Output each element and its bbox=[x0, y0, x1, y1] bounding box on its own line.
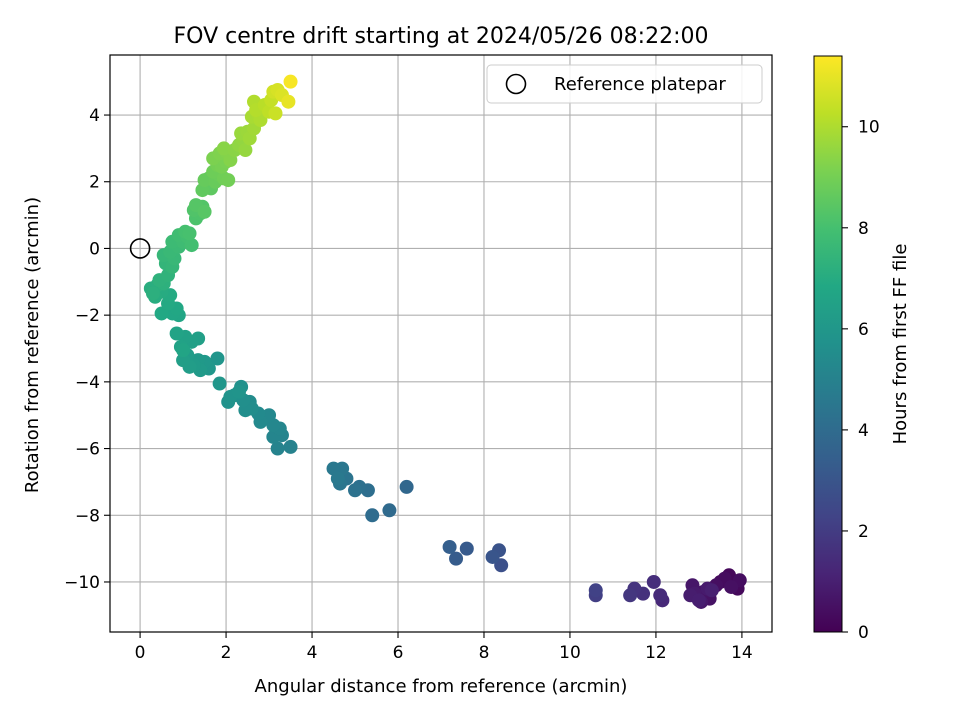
data-point bbox=[184, 238, 199, 253]
grid bbox=[110, 55, 772, 632]
data-point bbox=[588, 583, 603, 598]
data-point bbox=[382, 503, 397, 518]
data-point bbox=[169, 326, 184, 341]
data-point bbox=[182, 226, 197, 241]
data-point bbox=[494, 558, 509, 573]
y-axis-label: Rotation from reference (arcmin) bbox=[22, 197, 43, 493]
data-point bbox=[154, 306, 169, 321]
data-point bbox=[145, 286, 160, 301]
data-point bbox=[283, 439, 298, 454]
y-tick-label: −6 bbox=[75, 440, 100, 460]
y-tick-label: 2 bbox=[89, 173, 100, 193]
reference-platepar-marker bbox=[129, 238, 151, 259]
y-tick-label: 0 bbox=[89, 239, 100, 259]
data-point bbox=[348, 483, 363, 498]
colorbar-tick-label: 8 bbox=[858, 219, 869, 239]
legend: Reference platepar bbox=[486, 64, 763, 104]
colorbar-tick-label: 10 bbox=[858, 118, 880, 138]
x-tick-label: 14 bbox=[731, 643, 753, 663]
x-tick-label: 6 bbox=[393, 643, 404, 663]
x-axis-ticks: 0 2 4 6 8 10 12 14 bbox=[135, 632, 753, 663]
data-point bbox=[330, 471, 345, 486]
data-point bbox=[653, 588, 668, 603]
data-point bbox=[268, 106, 283, 121]
data-point bbox=[281, 94, 296, 109]
chart-title: FOV centre drift starting at 2024/05/26 … bbox=[174, 24, 709, 49]
colorbar: 0 2 4 6 8 10 Hours from first FF file bbox=[813, 55, 911, 643]
data-point bbox=[176, 353, 191, 368]
data-point bbox=[283, 74, 298, 89]
data-point bbox=[231, 384, 246, 399]
x-tick-label: 12 bbox=[645, 643, 667, 663]
data-point bbox=[724, 579, 739, 594]
scatter-points bbox=[143, 74, 747, 609]
legend-marker bbox=[505, 73, 527, 95]
y-tick-label: 4 bbox=[89, 106, 100, 126]
colorbar-tick-label: 0 bbox=[858, 623, 869, 643]
x-axis-label: Angular distance from reference (arcmin) bbox=[255, 676, 628, 697]
x-tick-label: 10 bbox=[559, 643, 581, 663]
data-point bbox=[623, 588, 638, 603]
data-point bbox=[442, 539, 457, 554]
data-point bbox=[238, 143, 253, 158]
y-tick-label: −10 bbox=[64, 573, 100, 593]
y-tick-label: −8 bbox=[75, 506, 100, 526]
colorbar-tick-label: 4 bbox=[858, 421, 869, 441]
data-point bbox=[459, 541, 474, 556]
data-point bbox=[176, 343, 191, 358]
data-point bbox=[197, 173, 212, 188]
colorbar-tick-label: 6 bbox=[858, 320, 869, 340]
data-point bbox=[646, 574, 661, 589]
data-point bbox=[704, 583, 719, 598]
colorbar-label: Hours from first FF file bbox=[890, 244, 911, 445]
data-point bbox=[449, 551, 464, 566]
x-tick-label: 4 bbox=[307, 643, 318, 663]
data-point bbox=[691, 593, 706, 608]
data-point bbox=[212, 376, 227, 391]
x-tick-label: 2 bbox=[221, 643, 232, 663]
colorbar-tick-label: 2 bbox=[858, 522, 869, 542]
data-point bbox=[216, 141, 231, 156]
plot-frame bbox=[109, 54, 773, 633]
data-point bbox=[485, 549, 500, 564]
y-axis-ticks: −10 −8 −6 −4 −2 0 2 4 bbox=[64, 106, 110, 593]
x-tick-label: 0 bbox=[135, 643, 146, 663]
x-tick-label: 8 bbox=[479, 643, 490, 663]
data-point bbox=[270, 441, 285, 456]
data-point bbox=[365, 508, 380, 523]
y-tick-label: −2 bbox=[75, 306, 100, 326]
legend-entry-reference-platepar: Reference platepar bbox=[554, 74, 726, 95]
data-point bbox=[221, 173, 236, 188]
y-tick-label: −4 bbox=[75, 373, 100, 393]
data-point bbox=[210, 351, 225, 366]
data-point bbox=[399, 479, 414, 494]
colorbar-ticks: 0 2 4 6 8 10 bbox=[842, 118, 880, 643]
colorbar-gradient bbox=[813, 55, 843, 633]
data-point bbox=[197, 204, 212, 219]
legend-box bbox=[486, 64, 763, 104]
